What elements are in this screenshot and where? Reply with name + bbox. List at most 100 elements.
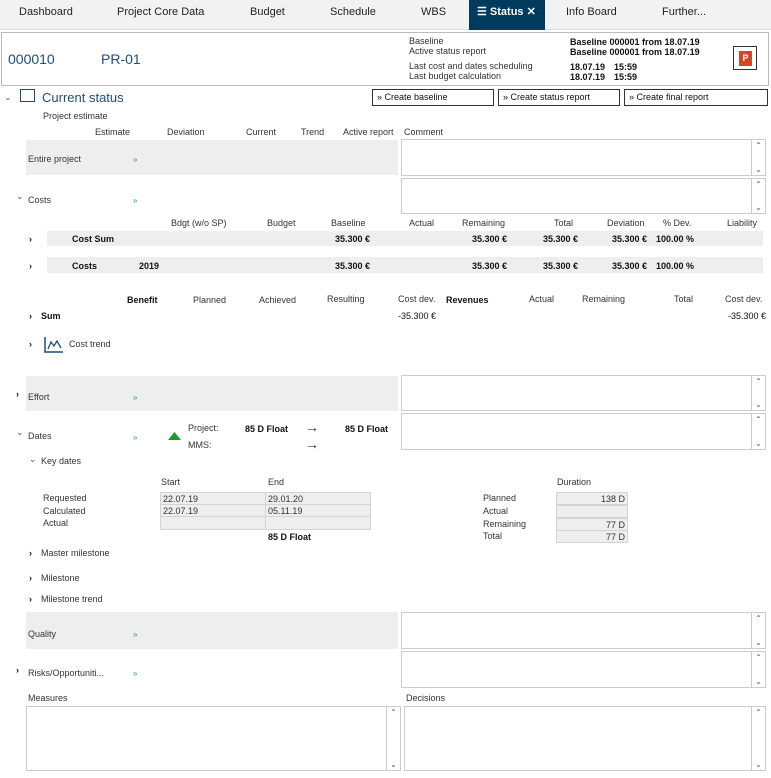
info-value: Baseline 000001 from 18.07.19 xyxy=(570,47,700,57)
info-value: 18.07.19 xyxy=(570,62,606,72)
measures-textarea[interactable]: ⌃ ⌄ xyxy=(26,706,401,771)
column-header: Bdgt (w/o SP) xyxy=(171,218,227,228)
details-icon[interactable]: » xyxy=(133,669,138,678)
deviation-value: 35.300 € xyxy=(612,261,648,271)
tab-status[interactable]: ☰ Status ✕ xyxy=(469,0,545,30)
expand-chevron[interactable]: ⌄ xyxy=(16,191,24,201)
comment-textarea[interactable]: ⌃ ⌄ xyxy=(401,612,766,649)
expand-chevron[interactable]: › xyxy=(29,234,32,244)
remaining-value: 35.300 € xyxy=(472,261,508,271)
comment-textarea[interactable]: ⌃ ⌄ xyxy=(401,139,766,176)
comment-textarea[interactable]: ⌃ ⌄ xyxy=(401,178,766,214)
cost-trend-label[interactable]: Cost trend xyxy=(69,339,111,349)
section-label: Entire project xyxy=(28,154,82,164)
measures-label: Measures xyxy=(28,693,68,703)
expand-chevron[interactable]: › xyxy=(29,261,32,271)
column-header: End xyxy=(268,477,285,487)
column-header: Total xyxy=(554,218,574,228)
powerpoint-export-button[interactable]: P xyxy=(733,46,757,70)
milestone-label[interactable]: Milestone xyxy=(41,573,80,583)
scrollbar[interactable]: ⌃ ⌄ xyxy=(751,140,765,175)
info-label: Baseline xyxy=(409,36,444,46)
collapse-chevron[interactable]: ⌄ xyxy=(4,92,12,102)
scrollbar[interactable]: ⌃ ⌄ xyxy=(751,179,765,213)
details-icon[interactable]: » xyxy=(133,630,138,639)
milestone-trend-label[interactable]: Milestone trend xyxy=(41,594,103,604)
info-label: Last cost and dates scheduling xyxy=(409,61,533,71)
create-baseline-button[interactable]: » Create baseline xyxy=(372,89,494,106)
row-name: Cost Sum xyxy=(72,234,115,244)
section-label: Dates xyxy=(28,431,52,441)
baseline-value: 35.300 € xyxy=(335,234,371,244)
column-header: Planned xyxy=(193,295,227,305)
details-icon[interactable]: » xyxy=(133,155,138,164)
scrollbar[interactable]: ⌃ ⌄ xyxy=(751,414,765,449)
expand-chevron[interactable]: › xyxy=(29,594,32,604)
expand-chevron[interactable]: › xyxy=(29,548,32,558)
column-header: Benefit xyxy=(127,295,158,305)
expand-chevron[interactable]: › xyxy=(29,311,32,321)
tab-further[interactable]: Further... xyxy=(662,6,707,18)
column-header: Start xyxy=(161,477,181,487)
column-header: Liability xyxy=(727,218,758,228)
table-row xyxy=(47,231,763,246)
expand-chevron[interactable]: › xyxy=(16,665,19,675)
row-label: Actual xyxy=(43,518,69,528)
total-value: 35.300 € xyxy=(543,261,579,271)
column-header: Trend xyxy=(301,127,325,137)
tab-wbs[interactable]: WBS xyxy=(421,6,447,18)
scrollbar[interactable]: ⌃ ⌄ xyxy=(751,613,765,648)
create-final-report-button[interactable]: » Create final report xyxy=(624,89,768,106)
tab-dashboard[interactable]: Dashboard xyxy=(19,6,73,18)
column-header: Cost dev. xyxy=(725,294,763,304)
details-icon[interactable]: » xyxy=(133,393,138,402)
powerpoint-icon: P xyxy=(739,51,752,66)
scrollbar[interactable]: ⌃ ⌄ xyxy=(751,707,765,770)
row-label: Requested xyxy=(43,493,87,503)
decisions-textarea[interactable]: ⌃ ⌄ xyxy=(404,706,766,771)
create-status-report-button[interactable]: » Create status report xyxy=(498,89,620,106)
button-label: Create final report xyxy=(636,92,709,102)
duration-label: Planned xyxy=(483,493,517,503)
pct-dev-value: 100.00 % xyxy=(656,234,695,244)
project-id: 000010 xyxy=(8,51,55,67)
column-header: Remaining xyxy=(462,218,506,228)
column-header: % Dev. xyxy=(663,218,692,228)
column-header: Active report xyxy=(343,127,394,137)
expand-chevron[interactable]: ⌄ xyxy=(29,454,37,464)
tab-budget[interactable]: Budget xyxy=(250,6,285,18)
expand-chevron[interactable]: › xyxy=(29,573,32,583)
column-header: Comment xyxy=(404,127,444,137)
details-icon[interactable]: » xyxy=(133,196,138,205)
close-icon[interactable]: ✕ xyxy=(523,6,536,18)
pct-dev-value: 100.00 % xyxy=(656,261,695,271)
scrollbar[interactable]: ⌃ ⌄ xyxy=(386,707,400,770)
actual-end xyxy=(265,516,371,530)
key-dates-label: Key dates xyxy=(41,456,82,466)
tab-info-board[interactable]: Info Board xyxy=(566,6,617,18)
column-header: Deviation xyxy=(167,127,205,137)
scrollbar[interactable]: ⌃ ⌄ xyxy=(751,652,765,687)
button-label: Create status report xyxy=(510,92,591,102)
column-header: Resulting xyxy=(327,294,365,304)
project-estimate-label: Project estimate xyxy=(43,111,108,121)
expand-chevron[interactable]: ⌄ xyxy=(16,427,24,437)
expand-chevron[interactable]: › xyxy=(29,339,32,349)
scrollbar[interactable]: ⌃ ⌄ xyxy=(751,376,765,410)
decisions-label: Decisions xyxy=(406,693,446,703)
deviation-value: 35.300 € xyxy=(612,234,648,244)
actual-duration xyxy=(556,505,628,518)
cost-dev-value: -35.300 € xyxy=(728,311,767,321)
section-label: Effort xyxy=(28,392,50,402)
details-icon[interactable]: » xyxy=(133,433,138,442)
trend-up-icon xyxy=(168,432,181,440)
comment-textarea[interactable]: ⌃ ⌄ xyxy=(401,413,766,450)
master-milestone-label[interactable]: Master milestone xyxy=(41,548,110,558)
comment-textarea[interactable]: ⌃ ⌄ xyxy=(401,375,766,411)
arrow-right-icon: → xyxy=(305,419,319,435)
expand-chevron[interactable]: › xyxy=(16,389,19,399)
comment-textarea[interactable]: ⌃ ⌄ xyxy=(401,651,766,688)
tab-schedule[interactable]: Schedule xyxy=(330,6,376,18)
column-header: Duration xyxy=(557,477,592,487)
tab-project-core-data[interactable]: Project Core Data xyxy=(117,6,205,18)
